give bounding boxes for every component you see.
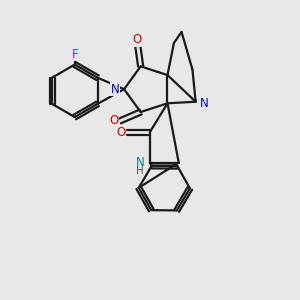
Text: N: N (111, 83, 119, 96)
Text: O: O (110, 115, 119, 128)
Text: N: N (200, 97, 209, 110)
Text: O: O (133, 33, 142, 46)
Text: O: O (116, 126, 126, 139)
Text: H: H (136, 167, 144, 176)
Text: N: N (136, 156, 145, 169)
Text: F: F (71, 48, 78, 61)
